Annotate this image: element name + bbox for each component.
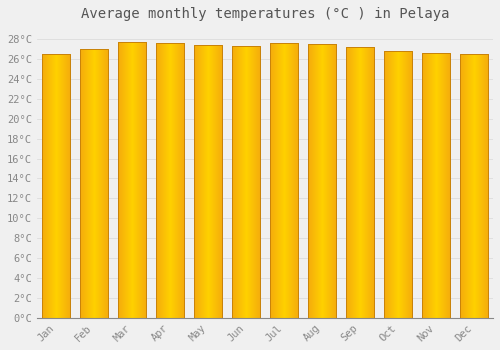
Bar	[156, 43, 184, 318]
Bar	[118, 42, 146, 318]
Bar	[308, 44, 336, 318]
Bar	[194, 45, 222, 318]
Bar	[460, 54, 488, 318]
Bar	[232, 46, 260, 318]
Bar	[346, 47, 374, 318]
Bar	[42, 54, 70, 318]
Title: Average monthly temperatures (°C ) in Pelaya: Average monthly temperatures (°C ) in Pe…	[80, 7, 449, 21]
Bar	[80, 49, 108, 318]
Bar	[270, 43, 298, 318]
Bar	[422, 53, 450, 318]
Bar	[384, 51, 412, 318]
